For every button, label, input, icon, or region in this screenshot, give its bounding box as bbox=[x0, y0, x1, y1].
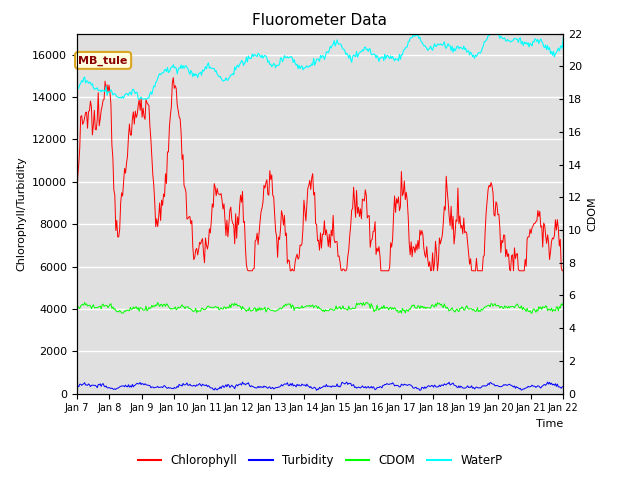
Text: MB_tule: MB_tule bbox=[79, 55, 128, 65]
Title: Fluorometer Data: Fluorometer Data bbox=[253, 13, 387, 28]
Legend: Chlorophyll, Turbidity, CDOM, WaterP: Chlorophyll, Turbidity, CDOM, WaterP bbox=[133, 449, 507, 472]
X-axis label: Time: Time bbox=[536, 419, 563, 429]
Y-axis label: Chlorophyll/Turbidity: Chlorophyll/Turbidity bbox=[17, 156, 26, 271]
Y-axis label: CDOM: CDOM bbox=[588, 196, 598, 231]
